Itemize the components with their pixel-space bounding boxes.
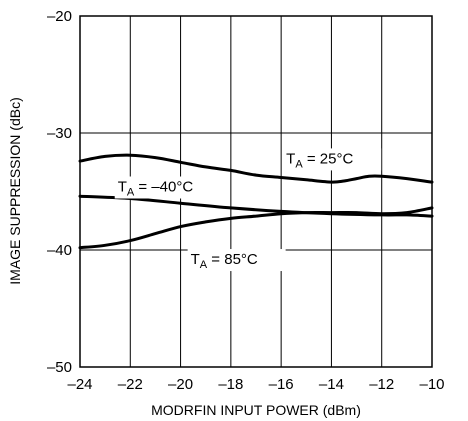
x-axis-title: MODRFIN INPUT POWER (dBm) [151,402,361,418]
series-minus40c-label-bg [114,176,213,199]
series-minus40c-line [78,194,434,218]
tick-labels: –24 –22 –20 –18 –16 –14 –12 –10 –20 –30 –40 –50 [47,8,445,393]
x-tick-label: –24 [67,376,92,393]
series-minus40c-label: TA = –40°C [118,179,194,199]
series-25c-label: TA = 25°C [286,150,353,170]
x-tick-label: –10 [419,376,444,393]
x-tick-label: –16 [269,376,294,393]
x-tick-label: –22 [118,376,143,393]
series-lines [78,153,434,250]
x-tick-label: –14 [319,376,344,393]
x-tick-label: –18 [218,376,243,393]
grid [80,16,432,367]
y-tick-label: –20 [47,8,72,25]
y-tick-label: –50 [47,359,72,376]
x-tick-label: –12 [369,376,394,393]
y-tick-label: –30 [47,125,72,142]
series-85c-label: TA = 85°C [191,251,258,271]
series-labels: TA = 25°C TA = –40°C TA = 85°C [114,148,382,272]
plot-frame [79,15,433,368]
series-85c-line [78,206,434,250]
series-25c-line [78,153,434,184]
y-axis-title: IMAGE SUPPRESSION (dBc) [7,97,23,284]
series-85c-label-bg [187,249,286,272]
series-25c-label-bg [283,148,382,171]
y-tick-label: –40 [47,242,72,259]
x-tick-label: –20 [168,376,193,393]
